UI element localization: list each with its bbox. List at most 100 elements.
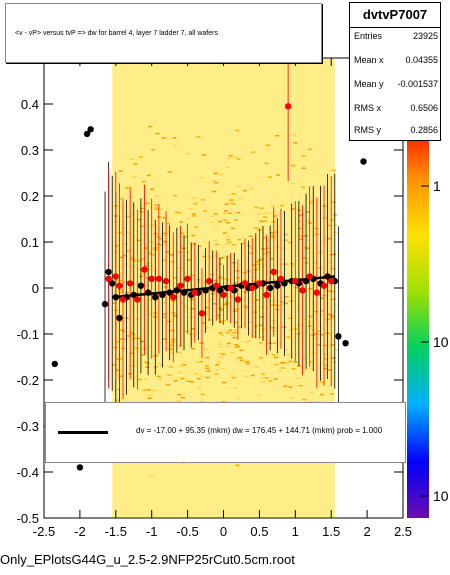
y-tick-label: -0.2 (17, 373, 39, 388)
density-cell (274, 231, 279, 233)
density-cell (180, 350, 185, 352)
density-cell (146, 174, 151, 177)
y-tick-label: -0.5 (17, 511, 39, 526)
data-point-black (180, 289, 188, 296)
density-cell (218, 263, 223, 265)
density-cell (322, 294, 327, 297)
density-cell (115, 322, 120, 324)
density-cell (267, 229, 272, 231)
density-cell (254, 227, 259, 229)
density-cell (291, 271, 296, 273)
density-cell (185, 380, 190, 382)
stats-label: Mean y (354, 79, 384, 89)
density-cell (199, 361, 203, 363)
density-cell (149, 394, 154, 397)
data-point-black (152, 294, 159, 301)
density-cell (140, 225, 145, 227)
density-cell (297, 365, 301, 367)
density-cell (189, 380, 194, 383)
density-cell (263, 220, 268, 223)
density-cell (221, 353, 225, 355)
density-cell (231, 243, 236, 246)
density-cell (275, 135, 280, 137)
density-cell (140, 273, 145, 275)
density-cell (253, 311, 258, 313)
density-cell (155, 185, 160, 188)
density-cell (227, 241, 232, 244)
density-cell (226, 342, 231, 345)
density-cell (183, 305, 188, 307)
density-cell (126, 215, 130, 218)
density-cell (309, 379, 314, 382)
density-cell (225, 222, 230, 224)
density-cell (228, 202, 233, 204)
density-cell (290, 208, 295, 210)
density-cell (124, 187, 129, 189)
density-cell (132, 259, 137, 262)
density-cell (205, 376, 210, 379)
density-cell (165, 397, 170, 400)
density-cell (263, 216, 267, 218)
density-cell (264, 250, 269, 252)
density-cell (161, 137, 166, 139)
density-cell (137, 259, 142, 262)
data-point-black (216, 287, 224, 294)
density-cell (235, 357, 240, 360)
density-cell (313, 310, 318, 313)
density-cell (218, 343, 223, 345)
density-cell (294, 255, 299, 257)
density-cell (192, 215, 197, 217)
density-cell (322, 205, 327, 207)
density-cell (265, 240, 270, 242)
density-cell (213, 239, 218, 242)
density-cell (226, 238, 231, 241)
density-cell (271, 354, 276, 356)
density-cell (131, 264, 136, 267)
density-cell (198, 245, 203, 247)
density-cell (259, 258, 264, 260)
density-cell (240, 166, 245, 169)
density-cell (178, 345, 183, 347)
density-cell (226, 235, 231, 238)
density-cell (141, 232, 146, 235)
density-cell (254, 206, 259, 209)
density-cell (148, 299, 153, 301)
density-cell (177, 393, 182, 396)
density-cell (323, 288, 328, 291)
density-cell (302, 257, 307, 259)
density-cell (186, 259, 191, 261)
density-cell (309, 367, 314, 370)
density-cell (209, 215, 214, 218)
density-cell (319, 297, 324, 299)
data-point-red (198, 310, 206, 317)
density-cell (178, 365, 183, 367)
density-cell (256, 267, 261, 269)
density-cell (186, 217, 191, 220)
density-cell (233, 387, 237, 389)
density-cell (158, 342, 163, 344)
density-cell (166, 383, 171, 386)
density-cell (323, 367, 328, 370)
density-cell (301, 357, 306, 359)
data-point-black (324, 273, 331, 280)
density-cell (258, 383, 263, 385)
density-cell (228, 155, 233, 157)
density-cell (237, 238, 242, 241)
density-cell (161, 239, 166, 242)
density-cell (222, 303, 227, 306)
density-cell (201, 346, 206, 348)
stats-box: dvtvP7007 Entries 23925 Mean x 0.04355 M… (349, 2, 441, 141)
density-cell (120, 195, 125, 197)
density-cell (179, 267, 184, 269)
density-cell (182, 364, 187, 366)
density-cell (221, 243, 225, 245)
density-cell (274, 266, 279, 268)
density-cell (330, 219, 335, 221)
density-cell (119, 338, 124, 340)
density-cell (283, 385, 288, 388)
density-cell (331, 216, 336, 219)
density-cell (267, 382, 271, 385)
density-cell (194, 361, 199, 363)
density-cell (253, 275, 257, 278)
density-cell (150, 224, 155, 227)
